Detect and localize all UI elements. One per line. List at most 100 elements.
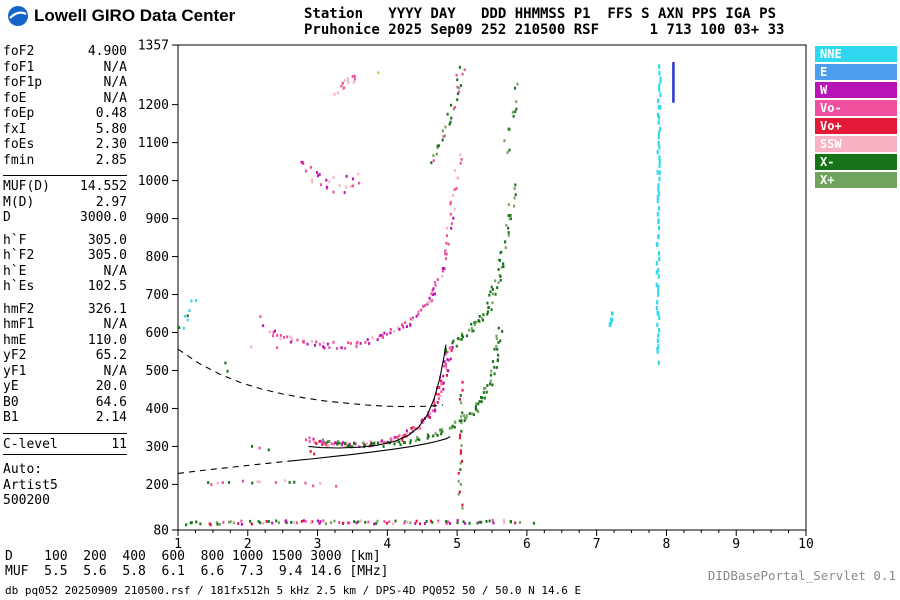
svg-text:700: 700 bbox=[146, 288, 169, 303]
legend-item-nne: NNE bbox=[815, 46, 897, 62]
param-row: fmin 2.85 bbox=[3, 153, 127, 169]
svg-text:4: 4 bbox=[383, 537, 391, 552]
param-label: C-level bbox=[3, 436, 58, 452]
param-label: Auto: bbox=[3, 462, 43, 477]
svg-text:1200: 1200 bbox=[138, 98, 169, 113]
param-value: 3000.0 bbox=[80, 210, 127, 225]
svg-text:8: 8 bbox=[663, 537, 671, 552]
param-label: 500200 bbox=[3, 493, 50, 508]
svg-text:800: 800 bbox=[146, 250, 169, 265]
param-row: B1 2.14 bbox=[3, 410, 127, 426]
param-row: M(D) 2.97 bbox=[3, 195, 127, 211]
param-label: hmF2 bbox=[3, 301, 35, 317]
param-row: Auto: bbox=[3, 462, 127, 478]
param-label: B1 bbox=[3, 410, 19, 425]
param-label: foEp bbox=[3, 106, 35, 121]
legend-item-e: E bbox=[815, 64, 897, 80]
d-row: D 100 200 400 600 800 1000 1500 3000 [km… bbox=[5, 549, 381, 564]
param-row: hmE 110.0 bbox=[3, 333, 127, 349]
param-value: 20.0 bbox=[95, 379, 127, 394]
param-label: h`E bbox=[3, 263, 27, 279]
station-header-row: Station YYYY DAY DDD HHMMSS P1 FFS S AXN… bbox=[304, 6, 777, 22]
param-row: foEs 2.30 bbox=[3, 137, 127, 153]
param-value: 326.1 bbox=[87, 301, 127, 317]
param-label: M(D) bbox=[3, 194, 35, 210]
param-value: N/A bbox=[103, 59, 127, 75]
param-value: 2.14 bbox=[95, 410, 127, 425]
param-label: foEs bbox=[3, 137, 35, 152]
param-value: 2.85 bbox=[95, 152, 127, 168]
param-row: yF1 N/A bbox=[3, 364, 127, 380]
legend-item-vo: Vo+ bbox=[815, 118, 897, 134]
param-row: foF2 4.900 bbox=[3, 44, 127, 60]
param-group: hmF2 326.1 hmF1 N/A hmE 110.0 yF2 65.2 yF1 N/A yE 2… bbox=[3, 302, 127, 426]
scaled-trace-curves bbox=[177, 344, 451, 474]
svg-text:9: 9 bbox=[732, 537, 740, 552]
param-label: foF2 bbox=[3, 44, 35, 59]
param-label: D bbox=[3, 210, 11, 225]
param-row: yF2 65.2 bbox=[3, 348, 127, 364]
legend-item-x: X- bbox=[815, 154, 897, 170]
param-value: N/A bbox=[103, 363, 127, 379]
param-label: fmin bbox=[3, 152, 35, 168]
param-label: fxI bbox=[3, 121, 27, 137]
station-values-row: Pruhonice 2025 Sep09 252 210500 RSF 1 71… bbox=[304, 22, 785, 38]
param-row: h`E N/A bbox=[3, 264, 127, 280]
param-label: MUF(D) bbox=[3, 179, 50, 194]
station-info: Station YYYY DAY DDD HHMMSS P1 FFS S AXN… bbox=[304, 6, 784, 38]
param-label: yF1 bbox=[3, 363, 27, 379]
param-row: hmF2 326.1 bbox=[3, 302, 127, 318]
param-label: h`F bbox=[3, 232, 27, 248]
param-row: foE N/A bbox=[3, 91, 127, 107]
param-group: foF2 4.900 foF1 N/A foF1p N/A foE N/A foEp 0.48 fx… bbox=[3, 44, 127, 168]
param-value: 14.552 bbox=[80, 179, 127, 194]
param-value: 5.80 bbox=[95, 121, 127, 137]
param-label: yF2 bbox=[3, 348, 27, 363]
param-label: hmF1 bbox=[3, 317, 35, 332]
param-label: foF1 bbox=[3, 59, 35, 75]
param-value: 4.900 bbox=[87, 44, 127, 59]
svg-text:1100: 1100 bbox=[138, 136, 169, 151]
param-value: 102.5 bbox=[87, 279, 127, 294]
legend-item-w: W bbox=[815, 82, 897, 98]
param-label: h`F2 bbox=[3, 248, 35, 263]
svg-text:900: 900 bbox=[146, 212, 169, 227]
svg-text:1000: 1000 bbox=[138, 174, 169, 189]
svg-text:500: 500 bbox=[146, 364, 169, 379]
legend: NNE E W Vo- Vo+ SSW X- X+ bbox=[815, 46, 897, 190]
muf-row: MUF 5.5 5.6 5.8 6.1 6.6 7.3 9.4 14.6 [MH… bbox=[5, 563, 389, 579]
param-row: D 3000.0 bbox=[3, 210, 127, 226]
svg-text:7: 7 bbox=[593, 537, 601, 552]
param-row: foF1p N/A bbox=[3, 75, 127, 91]
param-row: h`F 305.0 bbox=[3, 233, 127, 249]
param-value: N/A bbox=[103, 317, 127, 332]
param-label: yE bbox=[3, 379, 19, 394]
svg-text:80: 80 bbox=[153, 524, 169, 539]
param-value: 11 bbox=[111, 436, 127, 452]
svg-text:10: 10 bbox=[798, 537, 814, 552]
param-value: 0.48 bbox=[95, 106, 127, 121]
param-row: foEp 0.48 bbox=[3, 106, 127, 122]
param-value: N/A bbox=[103, 263, 127, 279]
param-group: Auto: Artist5 500200 bbox=[3, 462, 127, 509]
param-value: 2.97 bbox=[95, 194, 127, 210]
svg-text:300: 300 bbox=[146, 440, 169, 455]
svg-text:2: 2 bbox=[244, 537, 252, 552]
svg-text:1: 1 bbox=[174, 537, 182, 552]
param-value: 2.30 bbox=[95, 137, 127, 152]
param-label: foF1p bbox=[3, 75, 43, 90]
d-muf-table: D 100 200 400 600 800 1000 1500 3000 [km… bbox=[5, 549, 389, 579]
param-group: MUF(D) 14.552 M(D) 2.97 D 3000.0 bbox=[3, 175, 127, 226]
legend-item-vo: Vo- bbox=[815, 100, 897, 116]
param-row: 500200 bbox=[3, 493, 127, 509]
servlet-version: DIDBasePortal_Servlet 0.1 bbox=[707, 568, 896, 583]
svg-text:5: 5 bbox=[453, 537, 461, 552]
param-value: 110.0 bbox=[87, 332, 127, 348]
param-row: C-level 11 bbox=[3, 437, 127, 453]
param-value: N/A bbox=[103, 75, 127, 90]
svg-text:200: 200 bbox=[146, 478, 169, 493]
param-group: C-level 11 bbox=[3, 432, 127, 455]
giro-logo-icon bbox=[6, 4, 30, 32]
param-row: h`F2 305.0 bbox=[3, 248, 127, 264]
